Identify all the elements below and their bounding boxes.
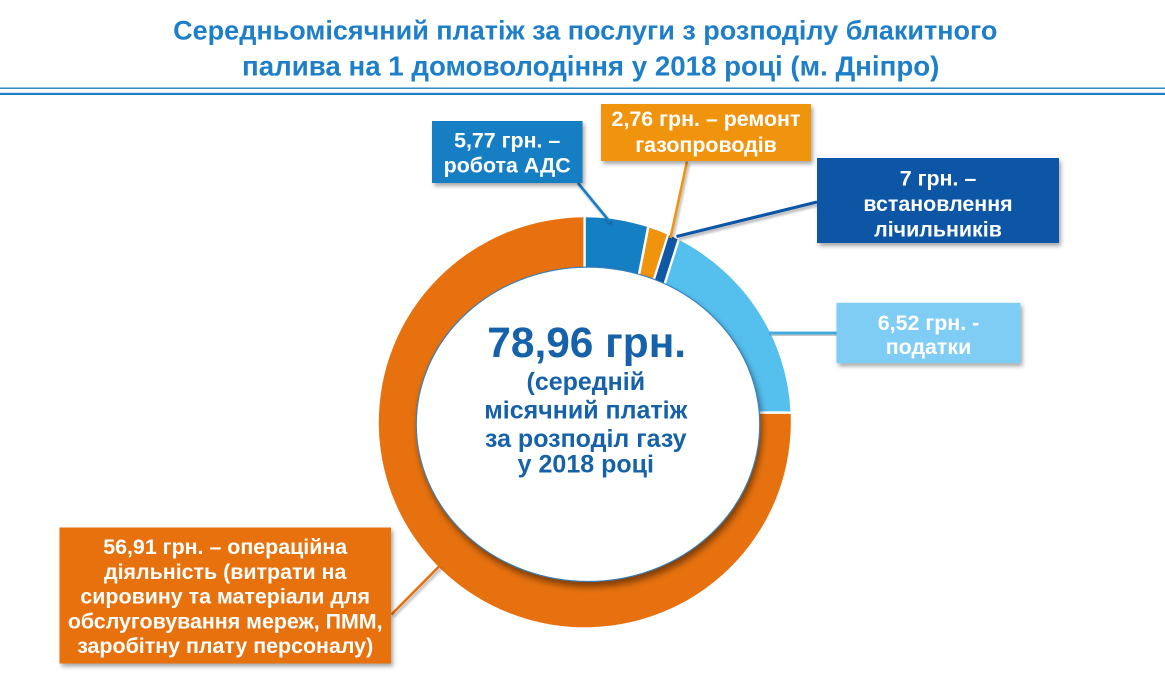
svg-text:2,76 грн. – ремонт: 2,76 грн. – ремонт [612, 107, 801, 131]
svg-text:палива на 1 домоволодіння у 20: палива на 1 домоволодіння у 2018 році (м… [242, 51, 939, 82]
svg-text:сировину та матеріали для: сировину та матеріали для [80, 585, 370, 609]
svg-text:у 2018 році: у 2018 році [518, 450, 654, 478]
svg-text:податки: податки [886, 335, 972, 359]
svg-text:газопроводів: газопроводів [635, 133, 777, 157]
svg-text:заробітну плату персоналу): заробітну плату персоналу) [77, 634, 373, 658]
svg-text:діяльність (витрати на: діяльність (витрати на [104, 560, 347, 584]
svg-text:за розподіл газу: за розподіл газу [485, 425, 687, 453]
svg-text:лічильників: лічильників [874, 217, 1002, 241]
svg-text:(середній: (середній [527, 368, 646, 396]
svg-text:Середньомісячний платіж за пос: Середньомісячний платіж за послуги з роз… [173, 16, 997, 46]
svg-text:6,52 грн. -: 6,52 грн. - [878, 311, 979, 335]
svg-text:місячний платіж: місячний платіж [484, 396, 687, 424]
svg-text:56,91 грн. – операційна: 56,91 грн. – операційна [103, 535, 348, 559]
svg-text:78,96 грн.: 78,96 грн. [487, 319, 686, 366]
svg-text:встановлення: встановлення [863, 192, 1012, 216]
svg-text:робота АДС: робота АДС [444, 153, 571, 177]
svg-text:5,77 грн. –: 5,77 грн. – [454, 129, 560, 153]
svg-text:обслуговування мереж, ПММ,: обслуговування мереж, ПММ, [68, 609, 383, 633]
svg-text:7 грн. –: 7 грн. – [900, 166, 977, 190]
